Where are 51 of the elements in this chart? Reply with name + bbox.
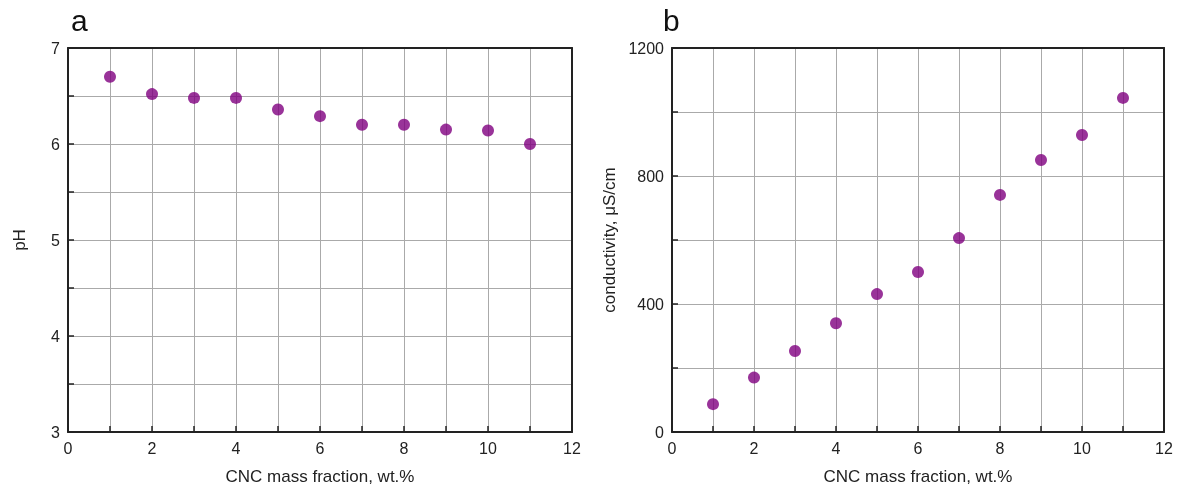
y-tick-label: 7: [51, 39, 61, 57]
y-tick-label: 800: [637, 167, 665, 185]
y-tick-label: 3: [51, 423, 61, 441]
point: [272, 103, 284, 116]
point: [314, 110, 326, 123]
point: [1035, 154, 1047, 166]
point: [830, 317, 842, 330]
x-tick-label: 12: [563, 439, 581, 457]
x-tick-label: 8: [399, 439, 409, 457]
point: [440, 123, 452, 136]
point: [104, 70, 116, 83]
point: [1117, 91, 1129, 104]
x-tick-label: 0: [63, 439, 73, 457]
y-tick-label: 0: [655, 423, 665, 441]
point: [398, 118, 410, 131]
x-tick-label: 10: [479, 439, 497, 457]
x-tick-label: 12: [1155, 439, 1173, 457]
x-tick-label: 4: [231, 439, 241, 457]
point: [482, 124, 494, 137]
y-axis-title: conductivity, μS/cm: [599, 167, 619, 313]
x-tick-label: 6: [315, 439, 325, 457]
y-tick-label: 400: [637, 295, 665, 313]
point: [871, 288, 883, 301]
x-tick-label: 8: [995, 439, 1005, 457]
point: [748, 371, 760, 384]
point: [146, 88, 158, 101]
point: [953, 232, 965, 245]
chart-title: a: [71, 3, 88, 37]
point: [707, 398, 719, 411]
point: [356, 118, 368, 131]
y-tick-label: 5: [51, 231, 61, 249]
x-axis-title: CNC mass fraction, wt.%: [823, 467, 1013, 486]
point: [1076, 129, 1088, 142]
x-tick-label: 6: [913, 439, 923, 457]
x-tick-label: 2: [147, 439, 157, 457]
point: [994, 188, 1006, 201]
x-tick-label: 2: [749, 439, 759, 457]
x-tick-label: 10: [1073, 439, 1091, 457]
point: [912, 266, 924, 278]
y-axis-title: pH: [10, 229, 29, 251]
chart-title: b: [663, 3, 680, 37]
y-tick-label: 1200: [628, 39, 665, 57]
x-axis-title: CNC mass fraction, wt.%: [225, 467, 415, 486]
point: [524, 138, 536, 150]
point: [230, 91, 242, 104]
x-tick-label: 4: [831, 439, 841, 457]
y-tick-label: 6: [51, 135, 61, 153]
y-tick-label: 4: [51, 327, 61, 345]
point: [789, 345, 801, 358]
point: [188, 91, 200, 104]
x-tick-label: 0: [667, 439, 677, 457]
